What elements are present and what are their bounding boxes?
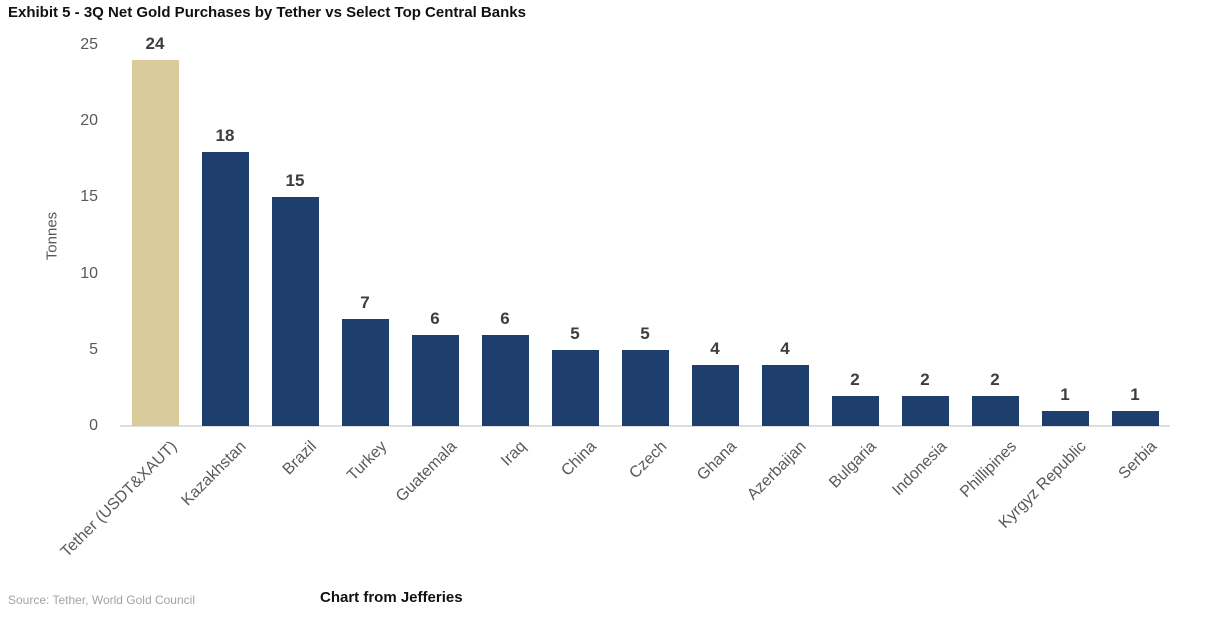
x-axis-category-label: Bulgaria: [826, 438, 881, 492]
bar: [971, 396, 1019, 426]
bar: [481, 335, 529, 426]
x-axis-category-label: Guatemala: [392, 438, 461, 506]
bar: [1041, 411, 1089, 426]
x-axis-category-label: Phillipines: [957, 438, 1021, 501]
chart-title: Exhibit 5 - 3Q Net Gold Purchases by Tet…: [8, 4, 526, 21]
bar: [411, 335, 459, 426]
y-axis-tick-label: 20: [80, 112, 98, 130]
bar: [831, 396, 879, 426]
x-axis-category-label: Azerbaijan: [744, 438, 811, 504]
bar: [341, 319, 389, 426]
bar-value-label: 2: [850, 370, 860, 389]
bar-value-label: 6: [500, 309, 510, 328]
bar-value-label: 7: [360, 293, 370, 312]
bar-value-label: 5: [570, 324, 580, 343]
x-axis-baseline: [120, 425, 1170, 427]
x-axis-category-label: Iraq: [498, 438, 531, 470]
bar-value-label: 18: [215, 126, 235, 145]
bar: [901, 396, 949, 426]
bar: [131, 60, 179, 426]
bar-value-label: 2: [990, 370, 1000, 389]
y-axis-tick-label: 25: [80, 36, 98, 53]
bar-value-label: 5: [640, 324, 650, 343]
y-axis-tick-label: 0: [89, 417, 98, 434]
x-axis-category-label: Indonesia: [888, 438, 951, 500]
bar-value-label: 1: [1060, 385, 1070, 404]
x-axis-category-label: Turkey: [343, 438, 391, 485]
bar: [621, 350, 669, 426]
bar: [551, 350, 599, 426]
plot-area: 24 Tether (USDT&XAUT) 18 Kazakhstan 15 Brazil…: [57, 0, 1170, 626]
bar: [1111, 411, 1159, 426]
x-axis-category-label: Brazil: [279, 438, 321, 479]
y-axis-tick-label: 10: [80, 264, 98, 282]
bar: [691, 365, 739, 426]
x-axis-category-label: China: [558, 438, 601, 480]
bar-value-label: 4: [710, 339, 720, 358]
bar: [271, 197, 319, 426]
bar-value-label: 1: [1130, 385, 1140, 404]
x-axis-category-label: Czech: [625, 438, 671, 483]
source-note: Source: Tether, World Gold Council: [8, 593, 195, 607]
y-axis-tick-label: 5: [89, 340, 98, 358]
bar-value-label: 6: [430, 309, 440, 328]
y-axis-tick-label: 15: [80, 188, 98, 206]
x-axis-category-label: Serbia: [1115, 438, 1161, 483]
y-axis: 0 5 10 15 20 25: [0, 0, 100, 626]
bar-value-label: 24: [145, 34, 165, 53]
bar-value-label: 4: [780, 339, 790, 358]
x-axis-category-label: Kazakhstan: [178, 438, 251, 510]
bar: [201, 152, 249, 426]
x-axis-category-label: Ghana: [694, 438, 741, 484]
credit-note: Chart from Jefferies: [320, 589, 463, 606]
bar-value-label: 2: [920, 370, 930, 389]
bar: [761, 365, 809, 426]
bar-value-label: 15: [285, 171, 305, 190]
